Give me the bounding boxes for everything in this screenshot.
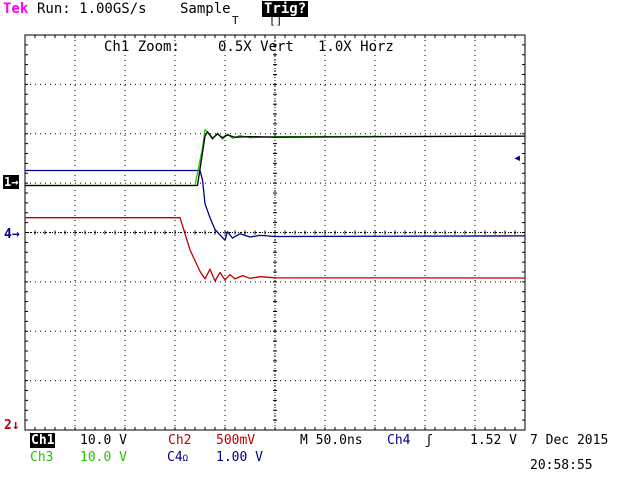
trigger-source: Ch4 (387, 433, 411, 448)
trigger-level-readout: 1.52 V (470, 433, 517, 448)
ohm-suffix: Ω (182, 454, 189, 464)
ch4-ground-marker: 4→ (4, 227, 20, 242)
graticule (24, 34, 526, 431)
trigger-position-mark: T (232, 14, 239, 27)
ch1-ground-marker: 1→ (3, 175, 20, 189)
zoom-horz: 1.0X Horz (318, 39, 394, 55)
ch1-label: Ch1 (30, 433, 56, 448)
status-row-1: Ch1 10.0 V Ch2 500mV M 50.0ns Ch4 ʃ 1.52… (0, 433, 640, 449)
trigger-status: Trig? (262, 1, 309, 17)
waveform-traces (25, 129, 526, 282)
ch2-label: Ch2 (168, 433, 192, 448)
header-bar: Tek Run: 1.00GS/s Sample Trig? T [] (0, 0, 640, 27)
run-status: Run: 1.00GS/s (37, 1, 147, 17)
trace-ch4 (25, 169, 526, 241)
brand-logo: Tek (3, 1, 29, 17)
zoom-vert: 0.5X Vert (218, 39, 294, 55)
ch2-scale: 500mV (216, 433, 256, 448)
trace-ch1 (25, 131, 526, 187)
zoom-label: Ch1 Zoom: (104, 39, 180, 55)
date: 7 Dec 2015 (530, 433, 609, 448)
ch3-scale: 10.0 V (80, 450, 127, 465)
timebase: M 50.0ns (300, 433, 363, 448)
ch1-scale: 10.0 V (80, 433, 127, 448)
time: 20:58:55 (530, 458, 593, 473)
trace-ch3 (25, 129, 526, 187)
trigger-slope-icon: ʃ (425, 433, 433, 448)
trigger-record-box: [] (269, 14, 283, 27)
acquisition-mode: Sample (180, 1, 231, 17)
trace-ch2 (25, 217, 526, 282)
ch3-label: Ch3 (30, 450, 54, 465)
trigger-level-marker: ◂ (513, 150, 522, 166)
status-row-2: Ch3 10.0 V C4Ω 1.00 V 20:58:55 (0, 450, 640, 473)
ch4-scale: 1.00 V (216, 450, 263, 465)
ch2-ground-marker: 2↓ (4, 418, 20, 433)
ch4-label: C4Ω (167, 450, 189, 465)
